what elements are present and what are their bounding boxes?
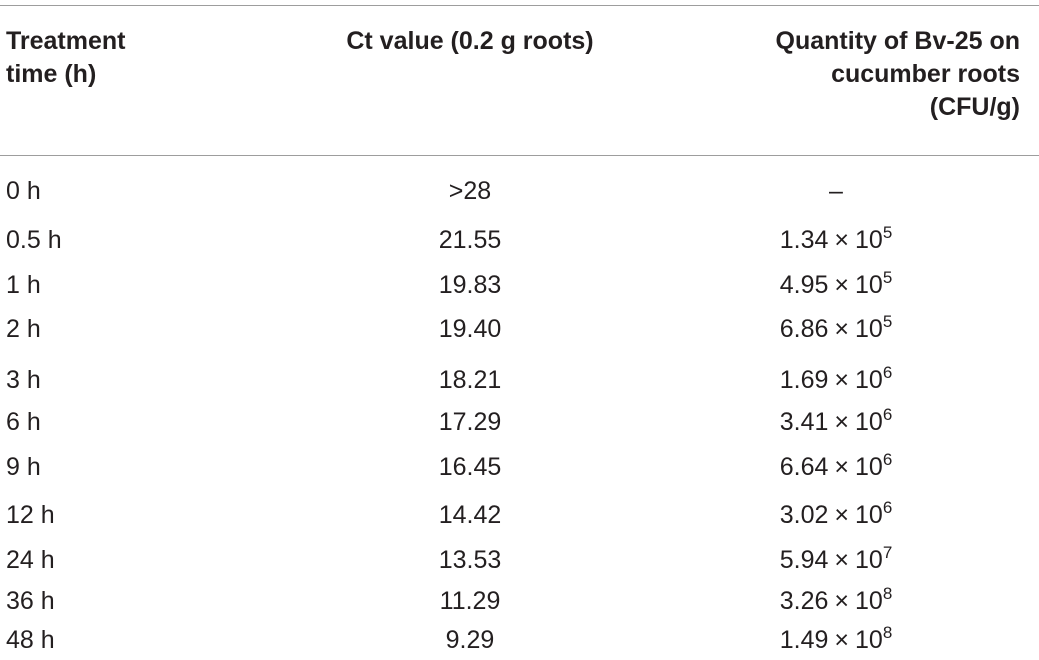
cell-ct-value: 16.45 bbox=[438, 453, 502, 481]
times-sign: × bbox=[834, 546, 849, 574]
quantity-mantissa: 3.02 bbox=[779, 501, 829, 529]
table-row: 48 h 9.29 1.49 × 108 bbox=[0, 620, 1039, 660]
cell-quantity: 6.64 × 106 bbox=[779, 450, 893, 481]
quantity-exponent: 8 bbox=[882, 584, 893, 603]
quantity-exponent: 5 bbox=[882, 312, 893, 331]
cell-treatment-time: 3 h bbox=[6, 366, 41, 394]
times-sign: × bbox=[834, 501, 849, 529]
cell-quantity: 3.26 × 108 bbox=[779, 584, 893, 615]
cell-treatment-time: 9 h bbox=[6, 453, 41, 481]
cell-ct-value: 18.21 bbox=[438, 366, 502, 394]
cell-treatment-time: 2 h bbox=[6, 315, 41, 343]
times-sign: × bbox=[834, 408, 849, 436]
times-sign: × bbox=[834, 453, 849, 481]
table-row: 2 h 19.40 6.86 × 105 bbox=[0, 309, 1039, 349]
table-row: 12 h 14.42 3.02 × 106 bbox=[0, 495, 1039, 535]
quantity-exponent: 6 bbox=[882, 405, 893, 424]
cell-treatment-time: 0.5 h bbox=[6, 226, 62, 254]
quantity-mantissa: 4.95 bbox=[779, 271, 829, 299]
quantity-mantissa: 6.86 bbox=[779, 315, 829, 343]
cell-quantity: – bbox=[720, 171, 952, 211]
cell-quantity: 1.49 × 108 bbox=[779, 623, 893, 654]
times-sign: × bbox=[834, 366, 849, 394]
header-quantity: Quantity of Bv-25 on cucumber roots (CFU… bbox=[720, 25, 1020, 124]
quantity-exponent: 6 bbox=[882, 498, 893, 517]
header-ct-value: Ct value (0.2 g roots) bbox=[300, 25, 640, 58]
cell-treatment-time: 36 h bbox=[6, 587, 55, 615]
header-line: time (h) bbox=[6, 60, 97, 88]
quantity-exponent: 6 bbox=[882, 363, 893, 382]
table-row: 3 h 18.21 1.69 × 106 bbox=[0, 360, 1039, 400]
table-row: 6 h 17.29 3.41 × 106 bbox=[0, 402, 1039, 442]
cell-quantity: 3.02 × 106 bbox=[779, 498, 893, 529]
cell-ct-value: 9.29 bbox=[445, 626, 495, 654]
table-row: 1 h 19.83 4.95 × 105 bbox=[0, 265, 1039, 305]
times-sign: × bbox=[834, 587, 849, 615]
quantity-mantissa: 3.26 bbox=[779, 587, 829, 615]
quantity-exponent: 8 bbox=[882, 623, 893, 642]
table-row: 24 h 13.53 5.94 × 107 bbox=[0, 540, 1039, 580]
header-line: (CFU/g) bbox=[929, 93, 1020, 121]
cell-quantity: 1.69 × 106 bbox=[779, 363, 893, 394]
table-row: 0.5 h 21.55 1.34 × 105 bbox=[0, 220, 1039, 260]
cell-quantity: 3.41 × 106 bbox=[779, 405, 893, 436]
cell-treatment-time: 24 h bbox=[6, 546, 55, 574]
quantity-mantissa: 6.64 bbox=[779, 453, 829, 481]
times-sign: × bbox=[834, 315, 849, 343]
table-row: 36 h 11.29 3.26 × 108 bbox=[0, 581, 1039, 621]
header-bottom-rule bbox=[0, 155, 1039, 156]
times-sign: × bbox=[834, 626, 849, 654]
quantity-mantissa: 1.34 bbox=[779, 226, 829, 254]
header-line: Treatment bbox=[6, 27, 126, 55]
times-sign: × bbox=[834, 226, 849, 254]
table-top-rule bbox=[0, 5, 1039, 6]
header-line: Ct value (0.2 g roots) bbox=[346, 27, 594, 55]
cell-treatment-time: 12 h bbox=[6, 501, 55, 529]
quantity-exponent: 7 bbox=[882, 543, 893, 562]
header-line: cucumber roots bbox=[831, 60, 1020, 88]
table-row: 0 h >28 – bbox=[0, 171, 1039, 211]
cell-treatment-time: 1 h bbox=[6, 271, 41, 299]
quantity-mantissa: – bbox=[829, 177, 843, 205]
quantity-exponent: 5 bbox=[882, 223, 893, 242]
cell-ct-value: 21.55 bbox=[438, 226, 502, 254]
cell-ct-value: >28 bbox=[448, 177, 492, 205]
quantity-mantissa: 1.69 bbox=[779, 366, 829, 394]
header-line: Quantity of Bv-25 on bbox=[775, 27, 1020, 55]
quantity-exponent: 5 bbox=[882, 268, 893, 287]
cell-treatment-time: 48 h bbox=[6, 626, 55, 654]
cell-ct-value: 19.40 bbox=[438, 315, 502, 343]
cell-quantity: 4.95 × 105 bbox=[779, 268, 893, 299]
cell-quantity: 5.94 × 107 bbox=[779, 543, 893, 574]
quantity-mantissa: 3.41 bbox=[779, 408, 829, 436]
times-sign: × bbox=[834, 271, 849, 299]
cell-ct-value: 13.53 bbox=[438, 546, 502, 574]
cell-quantity: 6.86 × 105 bbox=[779, 312, 893, 343]
cell-quantity: 1.34 × 105 bbox=[779, 223, 893, 254]
quantity-mantissa: 5.94 bbox=[779, 546, 829, 574]
cell-treatment-time: 6 h bbox=[6, 408, 41, 436]
table-row: 9 h 16.45 6.64 × 106 bbox=[0, 447, 1039, 487]
quantity-mantissa: 1.49 bbox=[779, 626, 829, 654]
cell-ct-value: 11.29 bbox=[439, 587, 501, 615]
cell-ct-value: 19.83 bbox=[438, 271, 502, 299]
header-treatment-time: Treatment time (h) bbox=[6, 25, 266, 91]
quantity-exponent: 6 bbox=[882, 450, 893, 469]
cell-ct-value: 17.29 bbox=[438, 408, 502, 436]
cell-ct-value: 14.42 bbox=[438, 501, 502, 529]
cell-treatment-time: 0 h bbox=[6, 177, 41, 205]
